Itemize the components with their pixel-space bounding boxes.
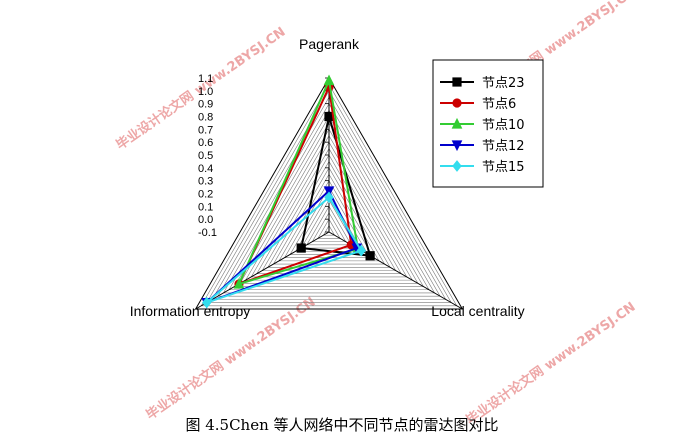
tick-label: 0.4	[198, 163, 213, 175]
grid-ring	[306, 205, 352, 246]
legend-item: 节点6	[440, 97, 516, 112]
legend-label: 节点6	[482, 97, 516, 112]
tick-label: 1.0	[198, 86, 213, 98]
axis-label: Pagerank	[299, 36, 360, 52]
series-1	[296, 111, 375, 261]
grid-ring	[206, 90, 452, 303]
series-line	[237, 77, 360, 286]
tick-label: 0.6	[198, 137, 213, 149]
data-point	[365, 251, 375, 261]
tick-label: 0.0	[198, 214, 213, 226]
grid-ring	[267, 160, 391, 268]
radar-grid	[194, 77, 464, 310]
series-line	[206, 195, 363, 304]
data-point	[452, 98, 462, 108]
grid-ring	[317, 218, 341, 239]
series-line	[237, 83, 353, 286]
axis-labels: Pagerank Local centrality Information entr…	[130, 36, 525, 319]
tick-label: 1.1	[198, 73, 213, 85]
tick-label: 0.9	[198, 99, 213, 111]
watermark-layer: 毕业设计论文网 www.2BYSJ.CN 毕业设计论文网 www.2BYSJ.CN…	[113, 0, 638, 428]
axis-label: Information entropy	[130, 303, 251, 319]
data-point	[324, 191, 334, 204]
grid-ring	[250, 141, 408, 278]
data-point	[452, 160, 462, 172]
figure-caption: 图 4.5Chen 等人网络中不同节点的雷达图对比	[185, 416, 499, 434]
data-point	[202, 296, 212, 309]
grid-ring	[200, 83, 458, 307]
grid-ring	[322, 224, 336, 236]
legend-label: 节点15	[482, 160, 525, 175]
legend: 节点23 节点6 节点10 节点12 节点15	[432, 59, 544, 188]
tick-label: 0.3	[198, 176, 213, 188]
legend-label: 节点10	[482, 118, 525, 133]
data-point	[233, 277, 245, 289]
grid-ring	[211, 96, 447, 300]
radial-tick-labels: 1.11.00.90.80.70.60.50.40.30.20.10.0-0.1	[198, 73, 329, 239]
tick-label: 0.5	[198, 150, 213, 162]
grid-ring	[300, 199, 358, 249]
series-2	[234, 82, 356, 289]
tick-label: 0.7	[198, 124, 213, 136]
data-point	[323, 74, 335, 86]
grid-ring	[239, 128, 419, 284]
legend-item: 节点15	[440, 160, 525, 175]
legend-item: 节点23	[440, 76, 525, 91]
grid-ring	[261, 154, 397, 271]
data-point	[452, 77, 462, 87]
tick-label: 0.2	[198, 189, 213, 201]
grid-ring	[234, 122, 424, 287]
tick-label: 0.8	[198, 112, 213, 124]
grid-ring	[256, 147, 402, 275]
series-line	[300, 116, 372, 257]
data-point	[356, 244, 366, 257]
grid-ring	[245, 135, 413, 281]
data-point	[451, 140, 463, 152]
tick-label: 0.1	[198, 201, 213, 213]
axis-spoke	[195, 231, 330, 310]
legend-label: 节点12	[482, 139, 525, 154]
data-point	[451, 117, 463, 129]
legend-label: 节点23	[482, 76, 525, 91]
axis-label: Local centrality	[431, 303, 524, 319]
tick-label: -0.1	[198, 227, 217, 239]
legend-item: 节点12	[440, 139, 525, 154]
grid-ring	[194, 77, 464, 310]
grid-ring	[228, 115, 430, 291]
legend-item: 节点10	[440, 117, 525, 133]
radar-series	[201, 74, 375, 309]
grid-ring	[311, 212, 347, 242]
data-point	[296, 243, 306, 253]
data-point	[323, 186, 335, 198]
grid-ring	[217, 103, 441, 297]
series-5	[202, 191, 366, 309]
